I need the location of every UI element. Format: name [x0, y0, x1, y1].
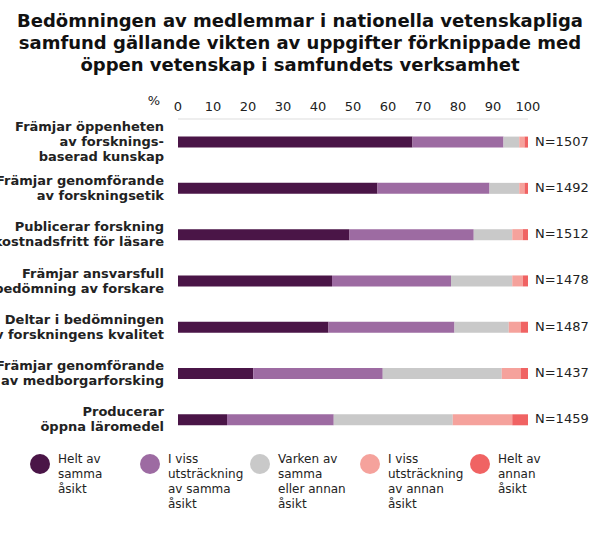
svg-text:10: 10 [205, 99, 222, 114]
svg-text:0: 0 [174, 99, 182, 114]
svg-text:Främjar ansvarsfullbedömning a: Främjar ansvarsfullbedömning av forskare [8, 265, 164, 295]
svg-text:100: 100 [516, 99, 541, 114]
html-text:Bedömningen av medlemmar i nat: Bedömningen av medlemmar i nationella ve… [17, 10, 583, 75]
svg-text:Främjar genomförandeav forskni: Främjar genomförandeav forskningsetik [8, 172, 164, 202]
svg-text:Produceraröppna läromedel: Produceraröppna läromedel [40, 404, 164, 434]
html-text:I viss utsträckning av annan å: I viss utsträckning av annan åsikt [388, 452, 464, 511]
svg-text:N=1478: N=1478 [535, 272, 589, 287]
svg-text:Främjar genomförandeav medborg: Främjar genomförandeav medborgarforsking [8, 358, 164, 388]
svg-text:50: 50 [345, 99, 362, 114]
html-text:Varken av samma eller annan ås: Varken av samma eller annan åsikt [278, 452, 346, 511]
svg-text:Främjar öppenhetenav forskning: Främjar öppenhetenav forsknings-baserad … [15, 119, 164, 164]
svg-text:20: 20 [240, 99, 257, 114]
svg-text:60: 60 [380, 99, 397, 114]
html-text:Helt av samma åsikt: Helt av samma åsikt [58, 452, 103, 496]
svg-text:70: 70 [415, 99, 432, 114]
svg-text:30: 30 [275, 99, 292, 114]
html-text:I viss utsträckning av samma å: I viss utsträckning av samma åsikt [168, 452, 244, 511]
svg-text:N=1437: N=1437 [535, 365, 589, 380]
svg-text:40: 40 [310, 99, 327, 114]
html-text:Helt av annan åsikt: Helt av annan åsikt [498, 452, 541, 496]
svg-text:N=1507: N=1507 [535, 134, 589, 149]
svg-text:Deltar i bedömningenav forskni: Deltar i bedömningenav forskningens kval… [8, 311, 164, 341]
svg-text:Publicerar forskningkostnadsfr: Publicerar forskningkostnadsfritt för lä… [8, 219, 164, 249]
svg-text:90: 90 [485, 99, 502, 114]
svg-text:N=1459: N=1459 [535, 411, 589, 426]
svg-text:N=1487: N=1487 [535, 319, 589, 334]
svg-text:N=1512: N=1512 [535, 226, 589, 241]
svg-text:%: % [148, 93, 160, 108]
svg-text:80: 80 [450, 99, 467, 114]
svg-text:N=1492: N=1492 [535, 180, 589, 195]
